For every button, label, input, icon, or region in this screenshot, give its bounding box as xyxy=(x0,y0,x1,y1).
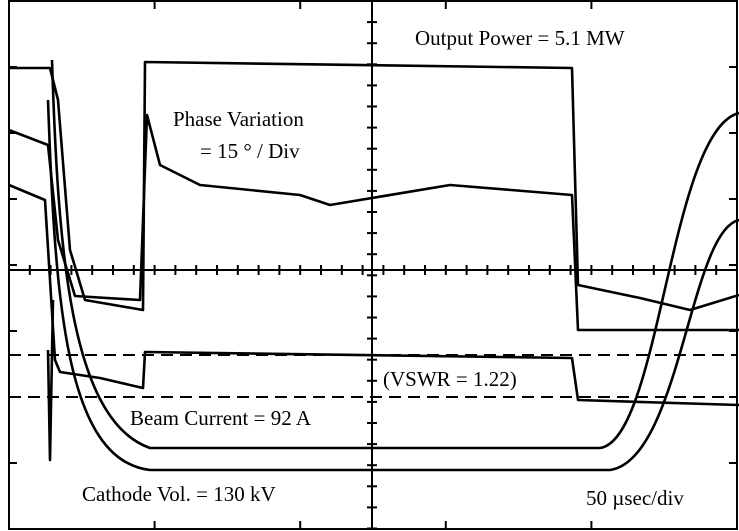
annotation: (VSWR = 1.22) xyxy=(383,367,517,391)
page: {"annotations": {"output_power": "Output… xyxy=(0,0,739,531)
annotation: = 15 ° / Div xyxy=(200,139,300,163)
annotation: Cathode Vol. = 130 kV xyxy=(82,482,276,506)
oscilloscope-screen: Output Power = 5.1 MW Phase Variation = … xyxy=(0,0,739,531)
annotation: Phase Variation xyxy=(173,107,304,131)
annotation: Output Power = 5.1 MW xyxy=(415,26,625,50)
annotation: 50 µsec/div xyxy=(586,486,684,510)
annotation: Beam Current = 92 A xyxy=(130,406,312,430)
